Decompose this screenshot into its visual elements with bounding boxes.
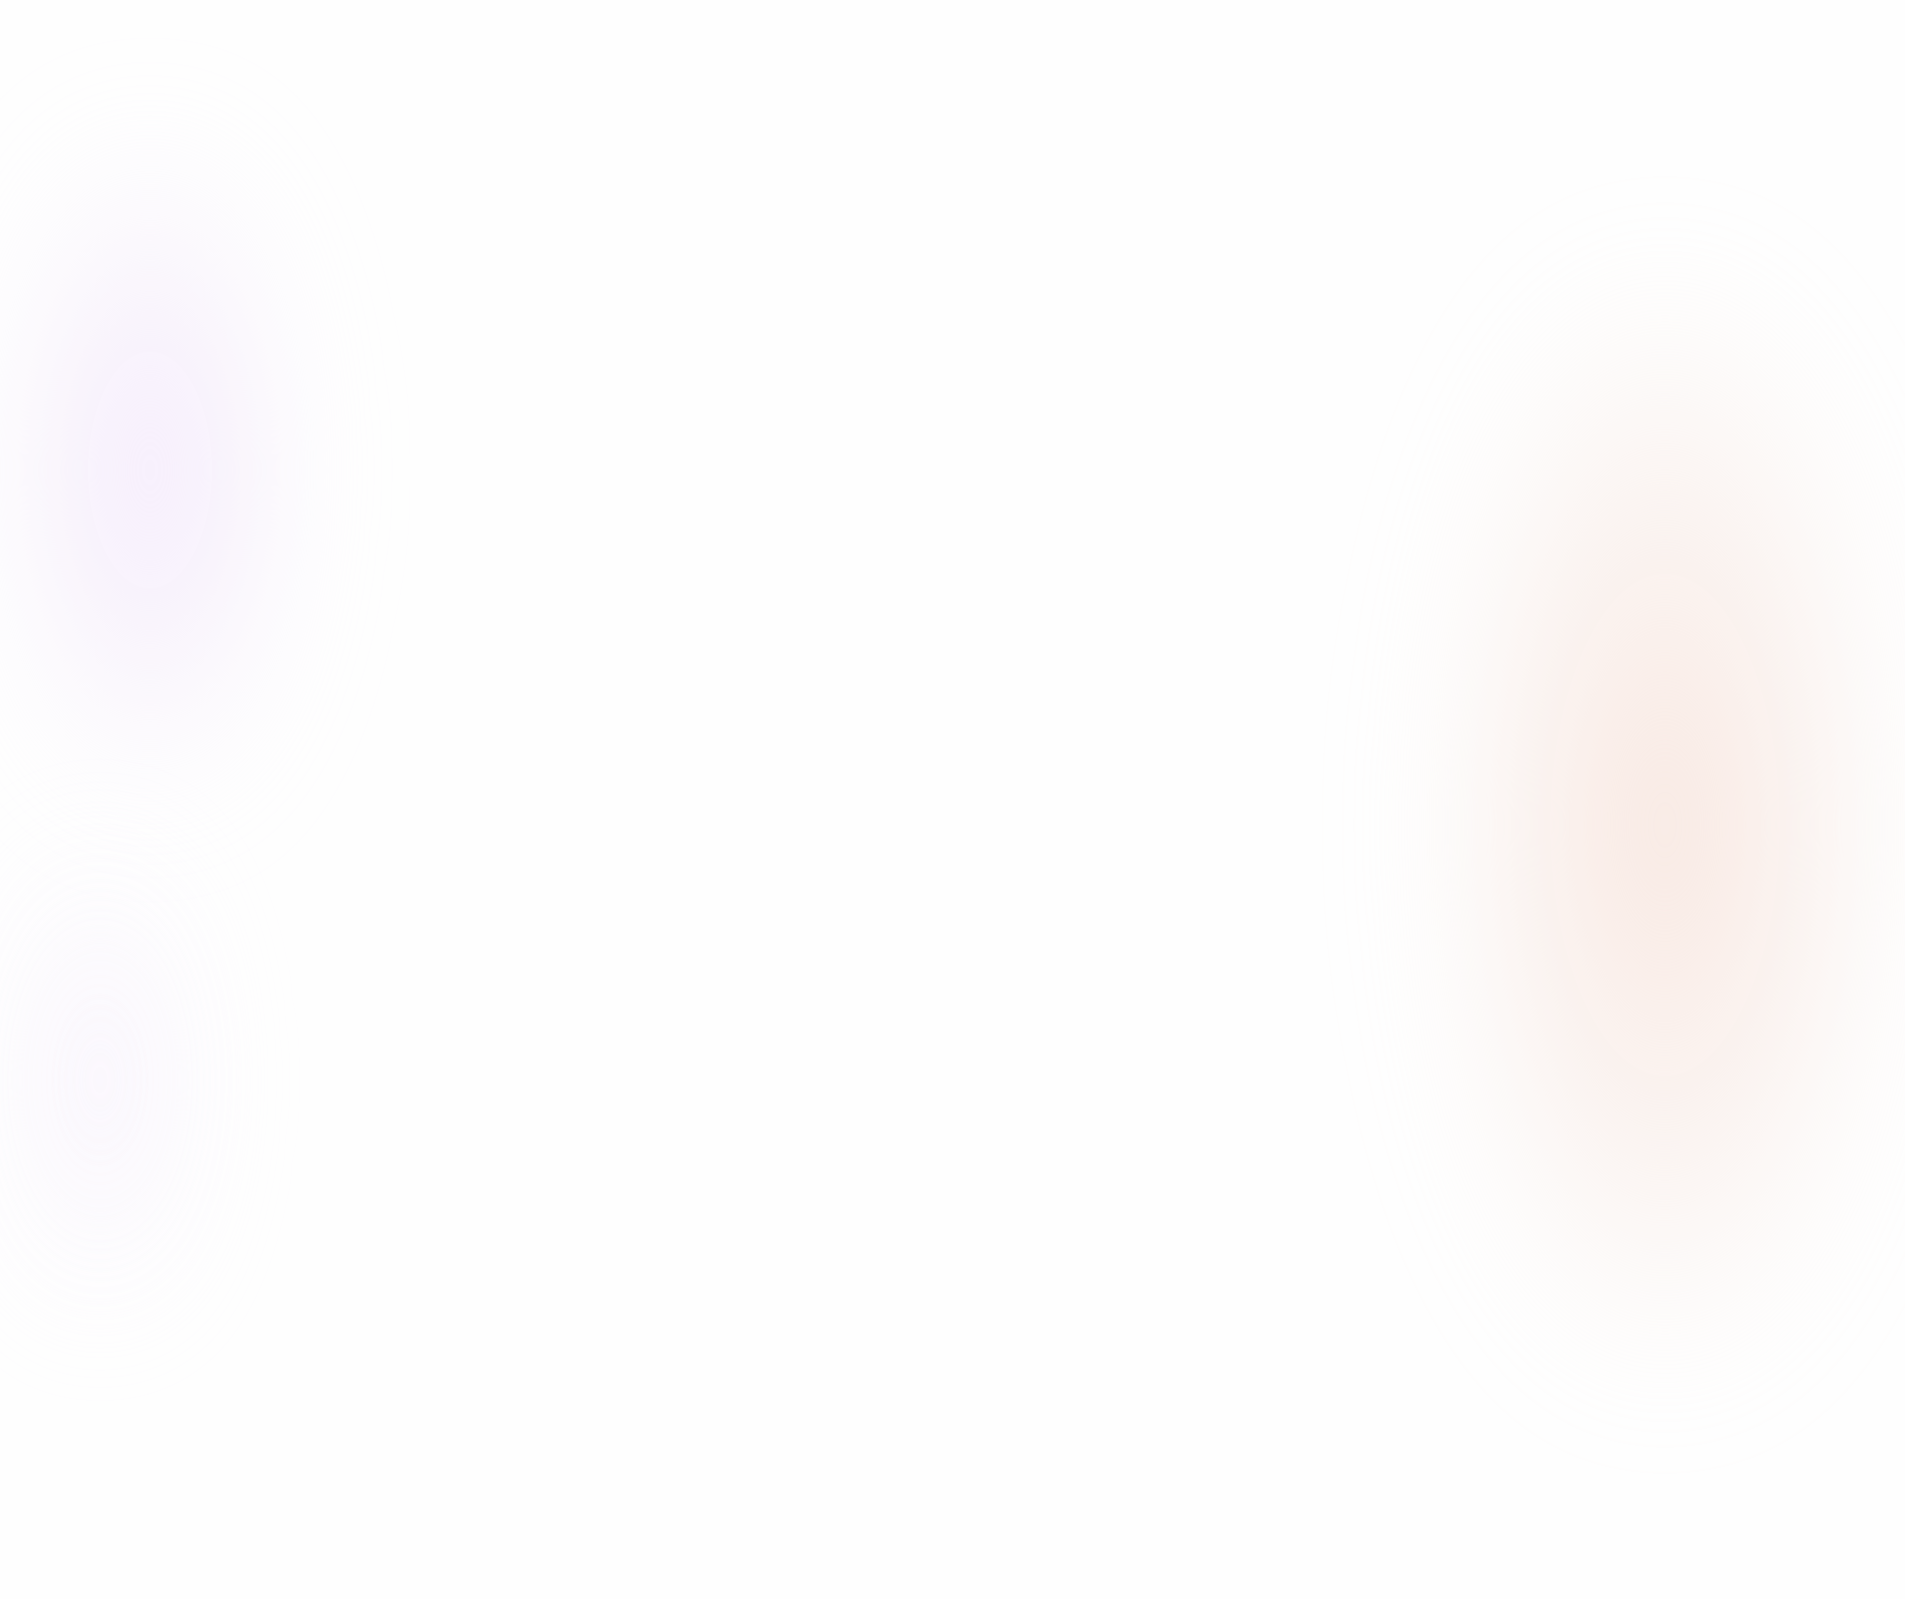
background-blob-purple-top: [0, 120, 300, 820]
background-blob-peach-right: [1425, 250, 1905, 1400]
background-blob-purple-bottom: [0, 820, 200, 1340]
